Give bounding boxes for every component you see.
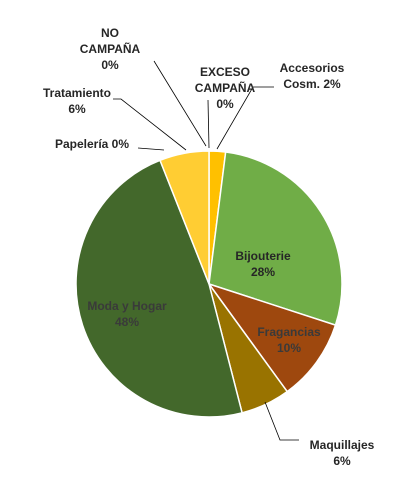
leader-line [207, 99, 210, 149]
data-label-line: 6% [333, 454, 351, 468]
pie-slices [75, 150, 343, 418]
data-label: EXCESO CAMPAÑA 0% [195, 65, 256, 111]
data-label-line: 6% [68, 102, 86, 116]
data-label-line: Cosm. 2% [283, 77, 341, 91]
data-label-line: Tratamiento [43, 86, 111, 100]
leader-line [113, 98, 187, 151]
data-label-line: 0% [216, 97, 234, 111]
leader-line [264, 401, 299, 441]
data-label-line: 48% [115, 315, 139, 329]
data-label-line: 10% [277, 341, 301, 355]
data-label-line: Accesorios [280, 61, 345, 75]
data-label: Fragancias 10% [257, 325, 321, 355]
data-label-line: Maquillajes [310, 438, 375, 452]
data-label: Papelería 0% [55, 137, 129, 151]
data-label-line: Fragancias [257, 325, 321, 339]
pie-slice-moda-y-hogar [75, 159, 243, 418]
data-label-line: NO [101, 26, 119, 40]
data-label: Tratamiento 6% [43, 86, 111, 116]
data-label-line: 0% [101, 58, 119, 72]
data-label-line: CAMPAÑA [195, 80, 256, 95]
data-label: NO CAMPAÑA 0% [80, 26, 141, 72]
leader-line [153, 60, 207, 147]
data-label-line: EXCESO [200, 65, 250, 79]
data-label: Accesorios Cosm. 2% [280, 61, 345, 91]
leader-line [216, 86, 274, 150]
data-label-line: Bijouterie [235, 249, 291, 263]
data-label-line: 28% [251, 265, 275, 279]
data-label-line: CAMPAÑA [80, 41, 141, 56]
pie-slice-fragancias [207, 282, 337, 393]
data-label: Bijouterie 28% [235, 249, 291, 279]
pie-slice-bijouterie [208, 151, 343, 327]
data-label: Moda y Hogar 48% [87, 299, 167, 329]
leader-lines [113, 60, 299, 441]
data-label-line: Moda y Hogar [87, 299, 167, 313]
data-labels: Accesorios Cosm. 2% Bijouterie 28% Fragancia… [43, 26, 375, 468]
pie-slice-tratamiento [159, 150, 210, 285]
data-label-line: Papelería 0% [55, 137, 129, 151]
leader-line [137, 147, 165, 151]
data-label: Maquillajes 6% [310, 438, 375, 468]
